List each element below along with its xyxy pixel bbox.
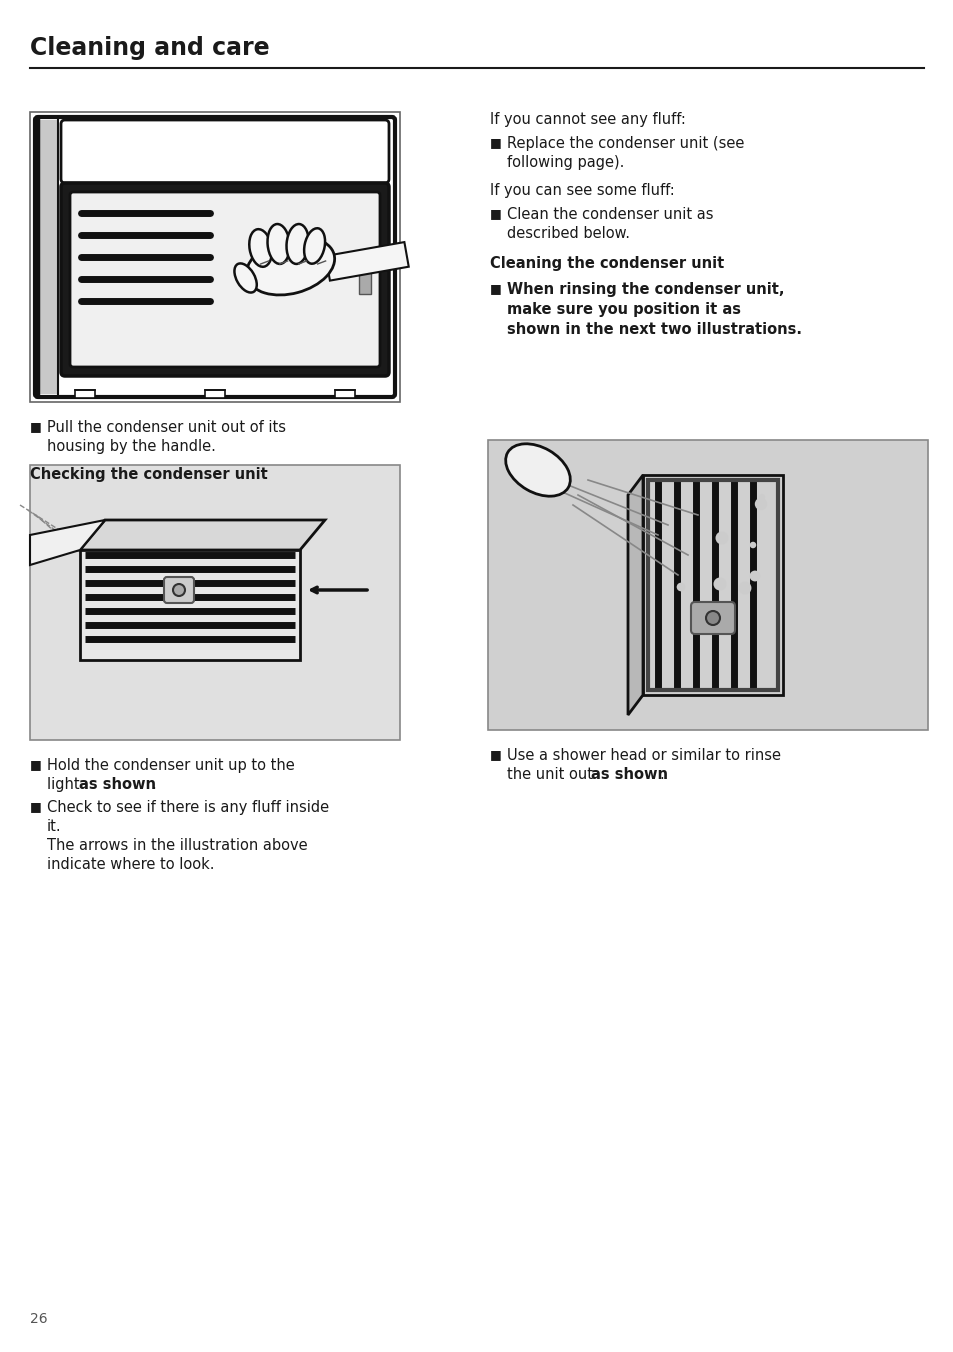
- Circle shape: [754, 504, 760, 510]
- Bar: [30, 112, 399, 402]
- Ellipse shape: [505, 443, 570, 496]
- Text: The arrows in the illustration above: The arrows in the illustration above: [47, 838, 307, 853]
- Text: indicate where to look.: indicate where to look.: [47, 857, 214, 872]
- Text: Pull the condenser unit out of its: Pull the condenser unit out of its: [47, 420, 286, 435]
- Bar: [205, 389, 225, 397]
- Polygon shape: [80, 521, 325, 550]
- Bar: [358, 264, 371, 293]
- Circle shape: [738, 566, 749, 579]
- Circle shape: [172, 584, 185, 596]
- Text: Use a shower head or similar to rinse: Use a shower head or similar to rinse: [506, 748, 781, 763]
- Text: described below.: described below.: [506, 226, 629, 241]
- Bar: [38, 120, 58, 393]
- FancyBboxPatch shape: [690, 602, 734, 634]
- Text: .: .: [151, 777, 155, 792]
- Circle shape: [705, 611, 720, 625]
- Text: ■: ■: [490, 748, 501, 761]
- Text: If you cannot see any fluff:: If you cannot see any fluff:: [490, 112, 685, 127]
- Bar: [335, 389, 355, 397]
- Text: the unit out: the unit out: [506, 767, 597, 781]
- Text: 26: 26: [30, 1311, 48, 1326]
- Text: Replace the condenser unit (see: Replace the condenser unit (see: [506, 137, 743, 151]
- Polygon shape: [627, 475, 642, 715]
- Ellipse shape: [267, 224, 290, 264]
- Text: When rinsing the condenser unit,: When rinsing the condenser unit,: [506, 283, 783, 297]
- Text: Clean the condenser unit as: Clean the condenser unit as: [506, 207, 713, 222]
- Text: Checking the condenser unit: Checking the condenser unit: [30, 466, 268, 483]
- FancyBboxPatch shape: [61, 120, 389, 183]
- Text: light: light: [47, 777, 84, 792]
- Bar: [325, 242, 408, 281]
- Text: Cleaning the condenser unit: Cleaning the condenser unit: [490, 256, 723, 270]
- FancyBboxPatch shape: [35, 118, 395, 397]
- FancyBboxPatch shape: [70, 192, 379, 366]
- Ellipse shape: [286, 224, 309, 264]
- Polygon shape: [80, 550, 299, 660]
- Circle shape: [746, 599, 754, 607]
- Text: .: .: [659, 767, 663, 781]
- Text: If you can see some fluff:: If you can see some fluff:: [490, 183, 674, 197]
- FancyBboxPatch shape: [61, 183, 389, 376]
- Text: ■: ■: [30, 758, 42, 771]
- Bar: [488, 439, 927, 730]
- Ellipse shape: [234, 264, 256, 292]
- Text: it.: it.: [47, 819, 62, 834]
- Circle shape: [675, 585, 684, 595]
- Polygon shape: [642, 475, 782, 695]
- Circle shape: [746, 561, 753, 568]
- Ellipse shape: [249, 230, 272, 266]
- Text: housing by the handle.: housing by the handle.: [47, 439, 215, 454]
- Bar: [75, 389, 95, 397]
- Text: shown in the next two illustrations.: shown in the next two illustrations.: [506, 322, 801, 337]
- Circle shape: [714, 584, 724, 594]
- Text: Check to see if there is any fluff inside: Check to see if there is any fluff insid…: [47, 800, 329, 815]
- Polygon shape: [30, 521, 105, 565]
- Bar: [30, 465, 399, 740]
- Circle shape: [755, 598, 765, 608]
- Text: ■: ■: [30, 420, 42, 433]
- Text: Hold the condenser unit up to the: Hold the condenser unit up to the: [47, 758, 294, 773]
- Ellipse shape: [246, 237, 335, 295]
- Text: following page).: following page).: [506, 155, 623, 170]
- Text: as shown: as shown: [79, 777, 156, 792]
- Text: ■: ■: [490, 137, 501, 149]
- Circle shape: [678, 576, 685, 584]
- Text: make sure you position it as: make sure you position it as: [506, 301, 740, 316]
- FancyBboxPatch shape: [164, 577, 193, 603]
- Ellipse shape: [304, 228, 325, 264]
- Text: ■: ■: [490, 283, 501, 295]
- Text: ■: ■: [30, 800, 42, 813]
- Text: as shown: as shown: [590, 767, 667, 781]
- Text: Cleaning and care: Cleaning and care: [30, 37, 270, 59]
- Text: ■: ■: [490, 207, 501, 220]
